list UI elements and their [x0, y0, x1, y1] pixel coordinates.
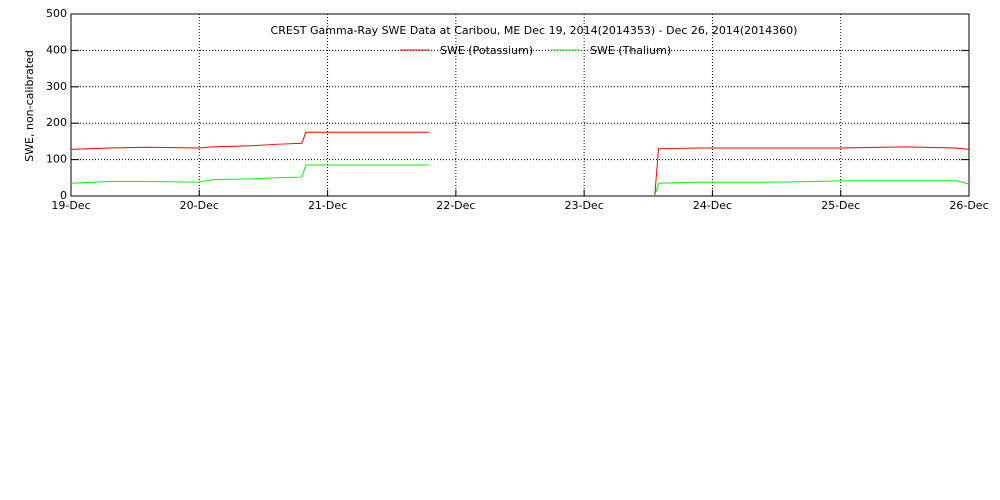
x-tick-label: 21-Dec — [308, 199, 347, 212]
y-tick-label: 0 — [60, 189, 67, 202]
plot-frame — [70, 13, 970, 197]
y-tick-label: 400 — [46, 43, 67, 56]
y-axis-label: SWE, non-calibrated — [23, 50, 36, 162]
legend-label: SWE (Thalium) — [590, 44, 671, 57]
x-tick-label: 23-Dec — [565, 199, 604, 212]
chart-title: CREST Gamma-Ray SWE Data at Caribou, ME … — [271, 24, 798, 37]
x-tick-label: 20-Dec — [180, 199, 219, 212]
x-tick-label: 25-Dec — [821, 199, 860, 212]
y-tick-label: 100 — [46, 153, 67, 166]
y-tick-label: 200 — [46, 116, 67, 129]
x-tick-label: 24-Dec — [693, 199, 732, 212]
series-line — [70, 164, 970, 197]
legend-label: SWE (Potassium) — [440, 44, 533, 57]
y-tick-label: 300 — [46, 80, 67, 93]
x-tick-label: 19-Dec — [51, 199, 90, 212]
series-line — [70, 131, 970, 197]
y-tick-label: 500 — [46, 7, 67, 20]
x-tick-label: 26-Dec — [949, 199, 988, 212]
x-tick-label: 22-Dec — [436, 199, 475, 212]
